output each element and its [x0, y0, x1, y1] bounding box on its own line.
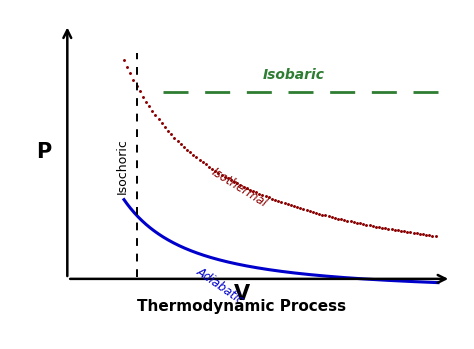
Text: Adiabatic: Adiabatic	[193, 265, 246, 307]
Text: V: V	[234, 284, 250, 304]
Text: Thermodynamic Process: Thermodynamic Process	[137, 299, 346, 314]
Text: Isochoric: Isochoric	[115, 138, 128, 194]
Text: Isothermal: Isothermal	[209, 165, 270, 209]
Text: P: P	[36, 142, 51, 162]
Text: Isobaric: Isobaric	[263, 68, 325, 82]
